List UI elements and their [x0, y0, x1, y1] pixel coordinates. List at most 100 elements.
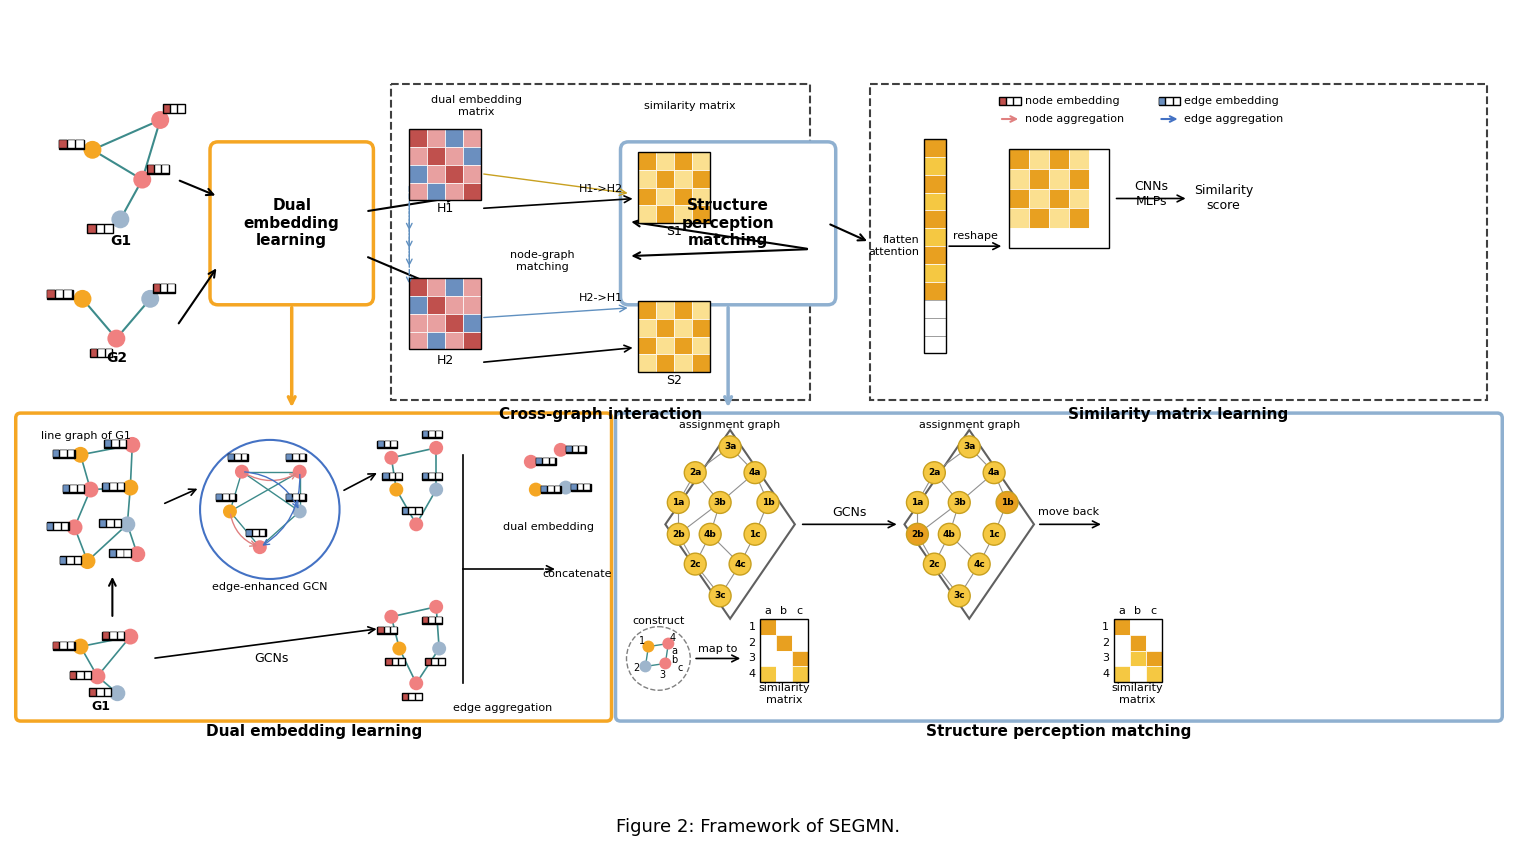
FancyBboxPatch shape	[462, 129, 481, 147]
Text: 4: 4	[669, 632, 675, 643]
FancyBboxPatch shape	[1029, 149, 1049, 168]
FancyBboxPatch shape	[541, 486, 547, 492]
Circle shape	[79, 553, 96, 569]
FancyBboxPatch shape	[120, 440, 126, 447]
FancyBboxPatch shape	[293, 454, 299, 460]
FancyBboxPatch shape	[638, 354, 656, 372]
FancyBboxPatch shape	[1129, 619, 1146, 635]
FancyBboxPatch shape	[428, 165, 446, 183]
FancyBboxPatch shape	[403, 694, 408, 700]
FancyBboxPatch shape	[409, 147, 428, 165]
Text: flatten
attention: flatten attention	[869, 235, 919, 257]
FancyBboxPatch shape	[428, 314, 446, 332]
FancyBboxPatch shape	[656, 188, 675, 206]
Text: assignment graph: assignment graph	[919, 420, 1020, 430]
FancyBboxPatch shape	[385, 627, 390, 633]
FancyBboxPatch shape	[1049, 168, 1069, 189]
FancyBboxPatch shape	[393, 659, 399, 665]
FancyBboxPatch shape	[106, 349, 112, 357]
FancyBboxPatch shape	[230, 494, 235, 500]
FancyBboxPatch shape	[391, 627, 397, 633]
Circle shape	[719, 436, 741, 458]
Text: node aggregation: node aggregation	[1025, 114, 1125, 124]
FancyBboxPatch shape	[656, 206, 675, 224]
Circle shape	[923, 553, 946, 575]
FancyBboxPatch shape	[409, 314, 428, 332]
Text: 1c: 1c	[988, 530, 1001, 539]
Circle shape	[907, 491, 928, 513]
FancyBboxPatch shape	[925, 139, 946, 156]
FancyBboxPatch shape	[429, 473, 435, 479]
FancyBboxPatch shape	[415, 508, 421, 514]
FancyBboxPatch shape	[1049, 229, 1069, 248]
FancyBboxPatch shape	[171, 105, 177, 112]
FancyBboxPatch shape	[377, 441, 397, 448]
FancyBboxPatch shape	[59, 556, 82, 564]
FancyBboxPatch shape	[570, 484, 591, 490]
Text: similarity
matrix: similarity matrix	[758, 683, 810, 705]
Text: 4c: 4c	[973, 559, 985, 569]
Circle shape	[667, 491, 690, 513]
Circle shape	[699, 524, 722, 545]
Text: GCNs: GCNs	[832, 506, 867, 518]
FancyBboxPatch shape	[377, 626, 397, 633]
Text: 4b: 4b	[703, 530, 717, 539]
FancyBboxPatch shape	[760, 650, 776, 666]
FancyBboxPatch shape	[620, 142, 835, 305]
FancyBboxPatch shape	[88, 224, 114, 233]
FancyBboxPatch shape	[153, 284, 176, 293]
FancyBboxPatch shape	[760, 619, 776, 635]
FancyBboxPatch shape	[97, 224, 105, 233]
Text: 1a: 1a	[672, 498, 685, 507]
FancyBboxPatch shape	[56, 291, 64, 298]
Circle shape	[684, 553, 706, 575]
FancyBboxPatch shape	[227, 454, 249, 461]
Circle shape	[253, 541, 267, 554]
FancyBboxPatch shape	[1049, 208, 1069, 229]
Text: S1: S1	[667, 224, 682, 238]
FancyBboxPatch shape	[462, 332, 481, 349]
Circle shape	[429, 600, 443, 614]
FancyBboxPatch shape	[579, 446, 585, 452]
Text: line graph of G1: line graph of G1	[41, 431, 130, 441]
FancyBboxPatch shape	[925, 336, 946, 354]
FancyBboxPatch shape	[1146, 635, 1161, 650]
FancyBboxPatch shape	[1146, 619, 1161, 635]
FancyBboxPatch shape	[446, 165, 462, 183]
Text: 2: 2	[634, 663, 640, 673]
FancyBboxPatch shape	[1088, 208, 1108, 229]
FancyBboxPatch shape	[428, 147, 446, 165]
Circle shape	[390, 483, 403, 496]
FancyBboxPatch shape	[1010, 229, 1029, 248]
Text: Similarity matrix learning: Similarity matrix learning	[1069, 406, 1289, 422]
FancyBboxPatch shape	[656, 170, 675, 188]
Circle shape	[133, 171, 152, 189]
Circle shape	[432, 642, 446, 655]
FancyBboxPatch shape	[693, 188, 709, 206]
Circle shape	[949, 585, 970, 607]
Text: move back: move back	[1038, 507, 1099, 518]
FancyBboxPatch shape	[235, 454, 241, 460]
Circle shape	[109, 685, 126, 701]
FancyBboxPatch shape	[1029, 168, 1049, 189]
FancyBboxPatch shape	[638, 152, 656, 170]
FancyBboxPatch shape	[105, 440, 126, 448]
Circle shape	[385, 609, 399, 624]
Text: 1: 1	[749, 621, 755, 632]
Circle shape	[223, 505, 236, 518]
FancyBboxPatch shape	[440, 659, 444, 665]
FancyBboxPatch shape	[74, 557, 80, 564]
FancyBboxPatch shape	[423, 617, 429, 623]
FancyBboxPatch shape	[693, 301, 709, 319]
FancyBboxPatch shape	[390, 473, 396, 479]
FancyBboxPatch shape	[1010, 208, 1029, 229]
FancyBboxPatch shape	[247, 530, 252, 536]
FancyBboxPatch shape	[1114, 650, 1129, 666]
FancyBboxPatch shape	[147, 165, 155, 173]
FancyBboxPatch shape	[999, 97, 1022, 105]
Circle shape	[129, 547, 146, 562]
Circle shape	[640, 660, 652, 672]
FancyBboxPatch shape	[385, 659, 405, 666]
FancyBboxPatch shape	[409, 332, 428, 349]
Circle shape	[152, 111, 170, 129]
